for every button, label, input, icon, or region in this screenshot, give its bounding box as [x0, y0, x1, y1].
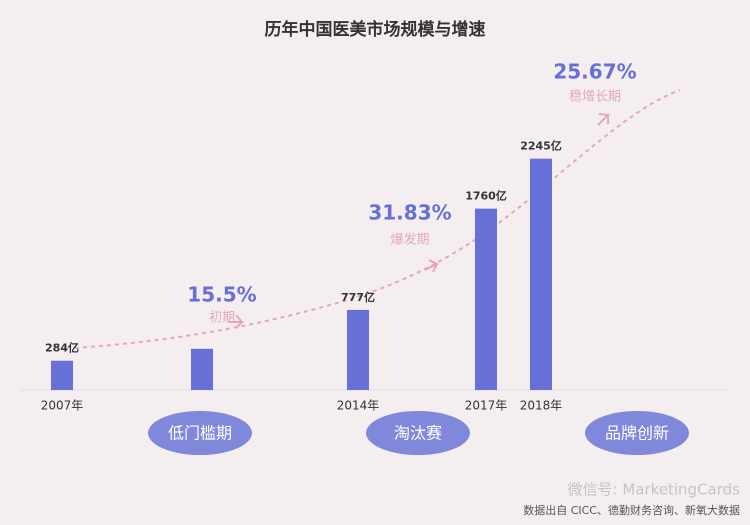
value-label: 284亿: [45, 341, 79, 355]
growth-stage: 爆发期: [390, 232, 429, 248]
x-tick-label: 2007年: [41, 399, 84, 413]
growth-rate: 25.67%: [553, 60, 636, 84]
growth-stage: 初期: [209, 311, 235, 326]
source: 数据出自 CICC、德勤财务咨询、新氧大数据: [523, 503, 740, 517]
bar: [475, 208, 497, 390]
phase-bubble: [366, 411, 470, 455]
value-label: 2245亿: [520, 139, 562, 153]
growth-annotations: 15.5% 初期 31.83% 爆发期 25.67% 稳增长期: [187, 60, 636, 326]
x-tick-label: 2018年: [520, 399, 563, 413]
trend-arrow: [424, 259, 440, 273]
bar: [51, 360, 73, 390]
chart-title: 历年中国医美市场规模与增速: [265, 19, 486, 40]
trend-arrow: [597, 113, 611, 126]
watermark: 微信号: MarketingCards: [568, 481, 741, 499]
phase-bubble: [585, 411, 689, 455]
bar: [530, 158, 552, 390]
phase-bubble: [148, 411, 252, 455]
growth-rate: 31.83%: [368, 201, 451, 225]
growth-rate: 15.5%: [187, 283, 256, 307]
x-tick-label: 2014年: [337, 399, 380, 413]
phase-label: 低门槛期: [168, 424, 232, 443]
phase-label: 品牌创新: [605, 424, 669, 443]
phase-label: 淘汰赛: [394, 424, 442, 443]
trend-curve: [74, 89, 681, 349]
phases: 低门槛期 淘汰赛 品牌创新: [148, 411, 689, 455]
bar: [191, 348, 213, 390]
bar: [347, 309, 369, 390]
growth-stage: 稳增长期: [569, 89, 621, 105]
value-label: 1760亿: [465, 189, 507, 203]
trend-arrow: [228, 314, 245, 329]
x-tick-label: 2017年: [465, 399, 508, 413]
value-label: 777亿: [341, 290, 375, 304]
